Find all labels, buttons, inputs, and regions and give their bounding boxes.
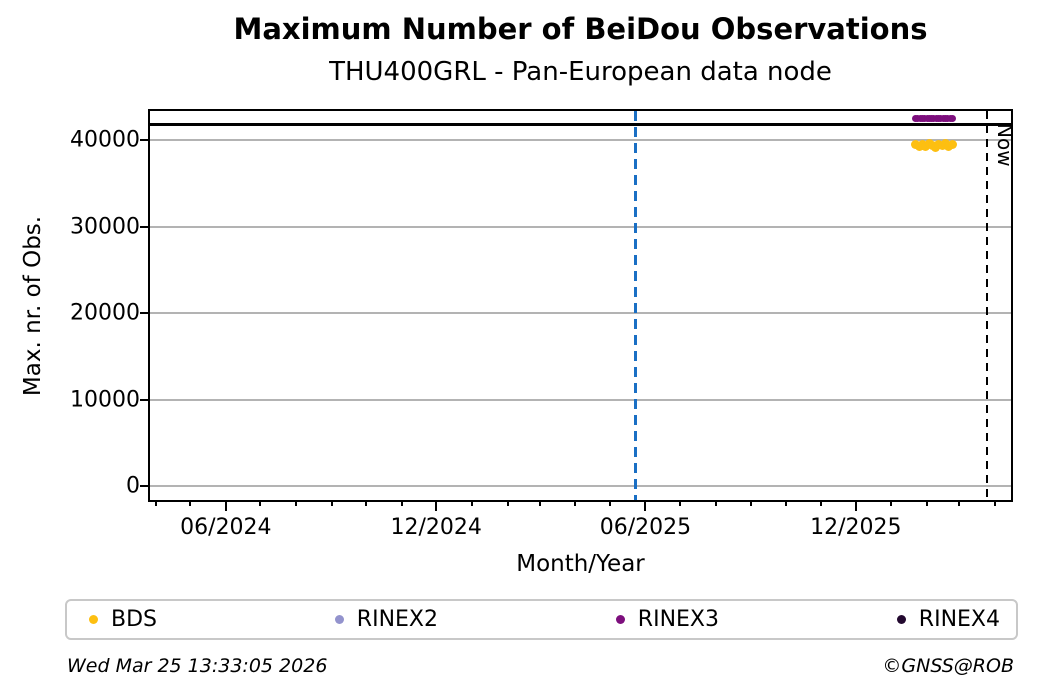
- rinex3-marker-icon: [615, 615, 625, 624]
- legend-label: BDS: [111, 607, 157, 632]
- plot-area: 0 10000 20000 30000 40000 06/2024 12/2024 06/20…: [70, 109, 1017, 540]
- x-tick-minor: [608, 500, 611, 506]
- x-tick-label: 12/2024: [390, 515, 482, 540]
- x-tick-minor: [365, 500, 368, 506]
- legend-label: RINEX2: [356, 607, 438, 632]
- x-tick-minor: [714, 500, 717, 506]
- grid-line: [150, 398, 1011, 401]
- x-tick-label: 12/2025: [810, 515, 902, 540]
- legend: BDS RINEX2 RINEX3 RINEX4: [65, 599, 1018, 640]
- y-tick-label: 20000: [70, 300, 140, 326]
- x-tick-minor: [890, 500, 893, 506]
- y-tick: [140, 312, 150, 315]
- rinex2-marker-icon: [334, 615, 344, 624]
- x-tick-minor: [506, 500, 509, 506]
- event-date-line: [633, 111, 637, 500]
- x-tick-minor: [538, 500, 541, 506]
- footer-timestamp: Wed Mar 25 13:33:05 2026: [67, 655, 328, 677]
- x-tick-minor: [926, 500, 929, 506]
- plot-frame: [148, 109, 1013, 502]
- legend-item-bds: BDS: [89, 607, 157, 632]
- y-tick-label: 40000: [70, 127, 140, 153]
- chart-subtitle: THU400GRL - Pan-European data node: [329, 57, 832, 87]
- y-tick-label: 0: [126, 473, 140, 499]
- grid-line: [150, 485, 1011, 488]
- x-tick-minor: [678, 500, 681, 506]
- x-tick-minor: [154, 500, 157, 506]
- x-tick-label: 06/2024: [180, 515, 272, 540]
- y-axis-label: Max. nr. of Obs.: [20, 215, 46, 397]
- x-axis-label: Month/Year: [516, 551, 645, 577]
- y-tick: [140, 398, 150, 401]
- data-point-bds: [947, 140, 957, 150]
- x-tick-major: [644, 500, 647, 511]
- grid-line: [150, 139, 1011, 142]
- legend-label: RINEX3: [637, 607, 719, 632]
- x-tick-minor: [750, 500, 753, 506]
- x-tick-minor: [470, 500, 473, 506]
- y-tick: [140, 485, 150, 488]
- now-label: Now: [992, 123, 1017, 167]
- x-tick-minor: [993, 500, 996, 506]
- x-tick-minor: [820, 500, 823, 506]
- rinex4-marker-icon: [896, 615, 906, 624]
- x-tick-minor: [958, 500, 961, 506]
- grid-line: [150, 312, 1011, 315]
- legend-label: RINEX4: [918, 607, 1000, 632]
- x-tick-minor: [189, 500, 192, 506]
- y-tick-label: 30000: [70, 214, 140, 240]
- x-tick-minor: [294, 500, 297, 506]
- y-tick: [140, 225, 150, 228]
- now-line: [985, 111, 988, 500]
- grid-line: [150, 225, 1011, 228]
- data-point-rinex3: [948, 114, 956, 122]
- chart-title: Maximum Number of BeiDou Observations: [233, 12, 928, 46]
- max-obs-line: [150, 123, 1011, 126]
- y-tick: [140, 139, 150, 142]
- legend-item-rinex4: RINEX4: [896, 607, 1000, 632]
- x-tick-major: [224, 500, 227, 511]
- x-tick-minor: [330, 500, 333, 506]
- x-tick-major: [854, 500, 857, 511]
- y-tick-label: 10000: [70, 387, 140, 413]
- x-tick-label: 06/2025: [599, 515, 692, 540]
- legend-item-rinex2: RINEX2: [334, 607, 438, 632]
- x-tick-minor: [574, 500, 577, 506]
- x-tick-minor: [259, 500, 262, 506]
- x-tick-minor: [400, 500, 403, 506]
- legend-item-rinex3: RINEX3: [615, 607, 719, 632]
- footer-credit: ©GNSS@ROB: [882, 655, 1014, 677]
- bds-marker-icon: [89, 615, 98, 624]
- x-tick-minor: [784, 500, 787, 506]
- x-tick-major: [435, 500, 438, 511]
